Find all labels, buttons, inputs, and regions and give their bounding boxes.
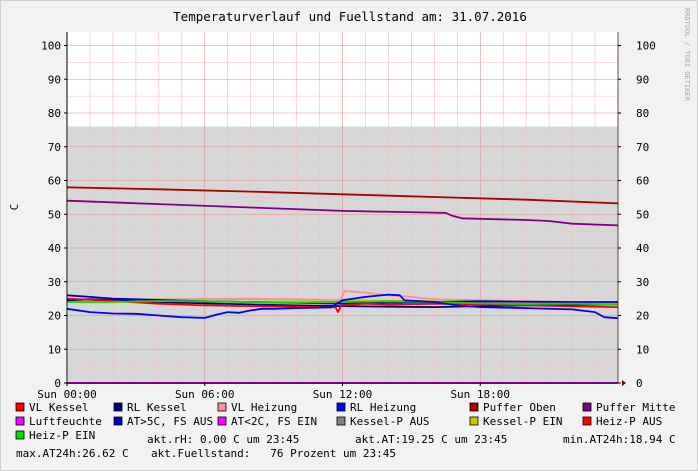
y-tick-label: 30 [48, 276, 61, 289]
legend-label: Kessel-P EIN [483, 415, 562, 428]
chart-title: Temperaturverlauf und Fuellstand am: 31.… [173, 9, 527, 24]
legend-label: AT<2C, FS EIN [231, 415, 317, 428]
stat-at: akt.AT:19.25 C um 23:45 [355, 433, 507, 446]
y-tick-label: 0 [54, 377, 61, 390]
series-line-puffer-oben [66, 186, 619, 205]
y-axis-label: C [8, 204, 21, 211]
y-tick-label: 90 [48, 73, 61, 86]
legend-label: VL Heizung [231, 401, 297, 414]
legend-swatch [217, 416, 227, 426]
x-tick-label: Sun 12:00 [313, 388, 373, 401]
y-tick-label: 100 [41, 40, 61, 53]
legend-swatch [113, 402, 123, 412]
y-tick-label-right: 80 [636, 107, 649, 120]
y-tick-label-right: 40 [636, 242, 649, 255]
legend-label: Luftfeuchte [29, 415, 102, 428]
y-tick-label-right: 30 [636, 276, 649, 289]
y-tick-label-right: 0 [636, 377, 643, 390]
legend-swatch [469, 402, 479, 412]
y-tick-label: 20 [48, 310, 61, 323]
series-line-at-5c-fs-aus [66, 294, 618, 305]
legend-label: AT>5C, FS AUS [127, 415, 213, 428]
series-line-vl-kessel [66, 297, 619, 314]
x-tick-label: Sun 00:00 [37, 388, 97, 401]
legend-label: RL Heizung [350, 401, 416, 414]
legend-label: Puffer Mitte [596, 401, 675, 414]
legend-swatch [336, 402, 346, 412]
legend-label: RL Kessel [127, 401, 187, 414]
x-tick-label: Sun 06:00 [175, 388, 235, 401]
legend-swatch [113, 416, 123, 426]
series-line-rl-heizung [66, 293, 619, 320]
legend-swatch [217, 402, 227, 412]
legend-label: Heiz-P AUS [596, 415, 662, 428]
y-tick-label-right: 70 [636, 141, 649, 154]
legend-label: Kessel-P AUS [350, 415, 429, 428]
legend-swatch [582, 402, 592, 412]
y-tick-label-right: 20 [636, 310, 649, 323]
legend-swatch [15, 416, 25, 426]
y-tick-label: 10 [48, 343, 61, 356]
y-tick-label: 60 [48, 175, 61, 188]
y-tick-label-right: 90 [636, 73, 649, 86]
y-tick-label: 50 [48, 208, 61, 221]
legend-label: Heiz-P EIN [29, 429, 95, 442]
legend-swatch [15, 402, 25, 412]
legend-swatch [336, 416, 346, 426]
series-line-heiz-p-ein [67, 300, 619, 306]
y-tick-label: 70 [48, 141, 61, 154]
stat-max: max.AT24h:26.62 C [16, 447, 129, 460]
y-tick-label-right: 10 [636, 343, 649, 356]
legend-label: VL Kessel [29, 401, 89, 414]
y-tick-label: 40 [48, 242, 61, 255]
stat-min: min.AT24h:18.94 C [563, 433, 676, 446]
x-tick-label: Sun 18:00 [450, 388, 510, 401]
legend-swatch [15, 430, 25, 440]
y-tick-label: 80 [48, 107, 61, 120]
legend-swatch [469, 416, 479, 426]
series-line-puffer-mitte [66, 199, 619, 227]
y-tick-label-right: 50 [636, 208, 649, 221]
stat-rh: akt.rH: 0.00 C um 23:45 [147, 433, 299, 446]
watermark: RRDTOOL / TOBI OETIKER [683, 8, 691, 102]
legend-label: Puffer Oben [483, 401, 556, 414]
fuellstand-area [68, 126, 618, 383]
y-tick-label-right: 60 [636, 175, 649, 188]
legend-swatch [582, 416, 592, 426]
x-axis-arrow [622, 380, 626, 386]
stat-fuellstand: akt.Fuellstand: 76 Prozent um 23:45 [151, 447, 396, 460]
y-tick-label-right: 100 [636, 40, 656, 53]
